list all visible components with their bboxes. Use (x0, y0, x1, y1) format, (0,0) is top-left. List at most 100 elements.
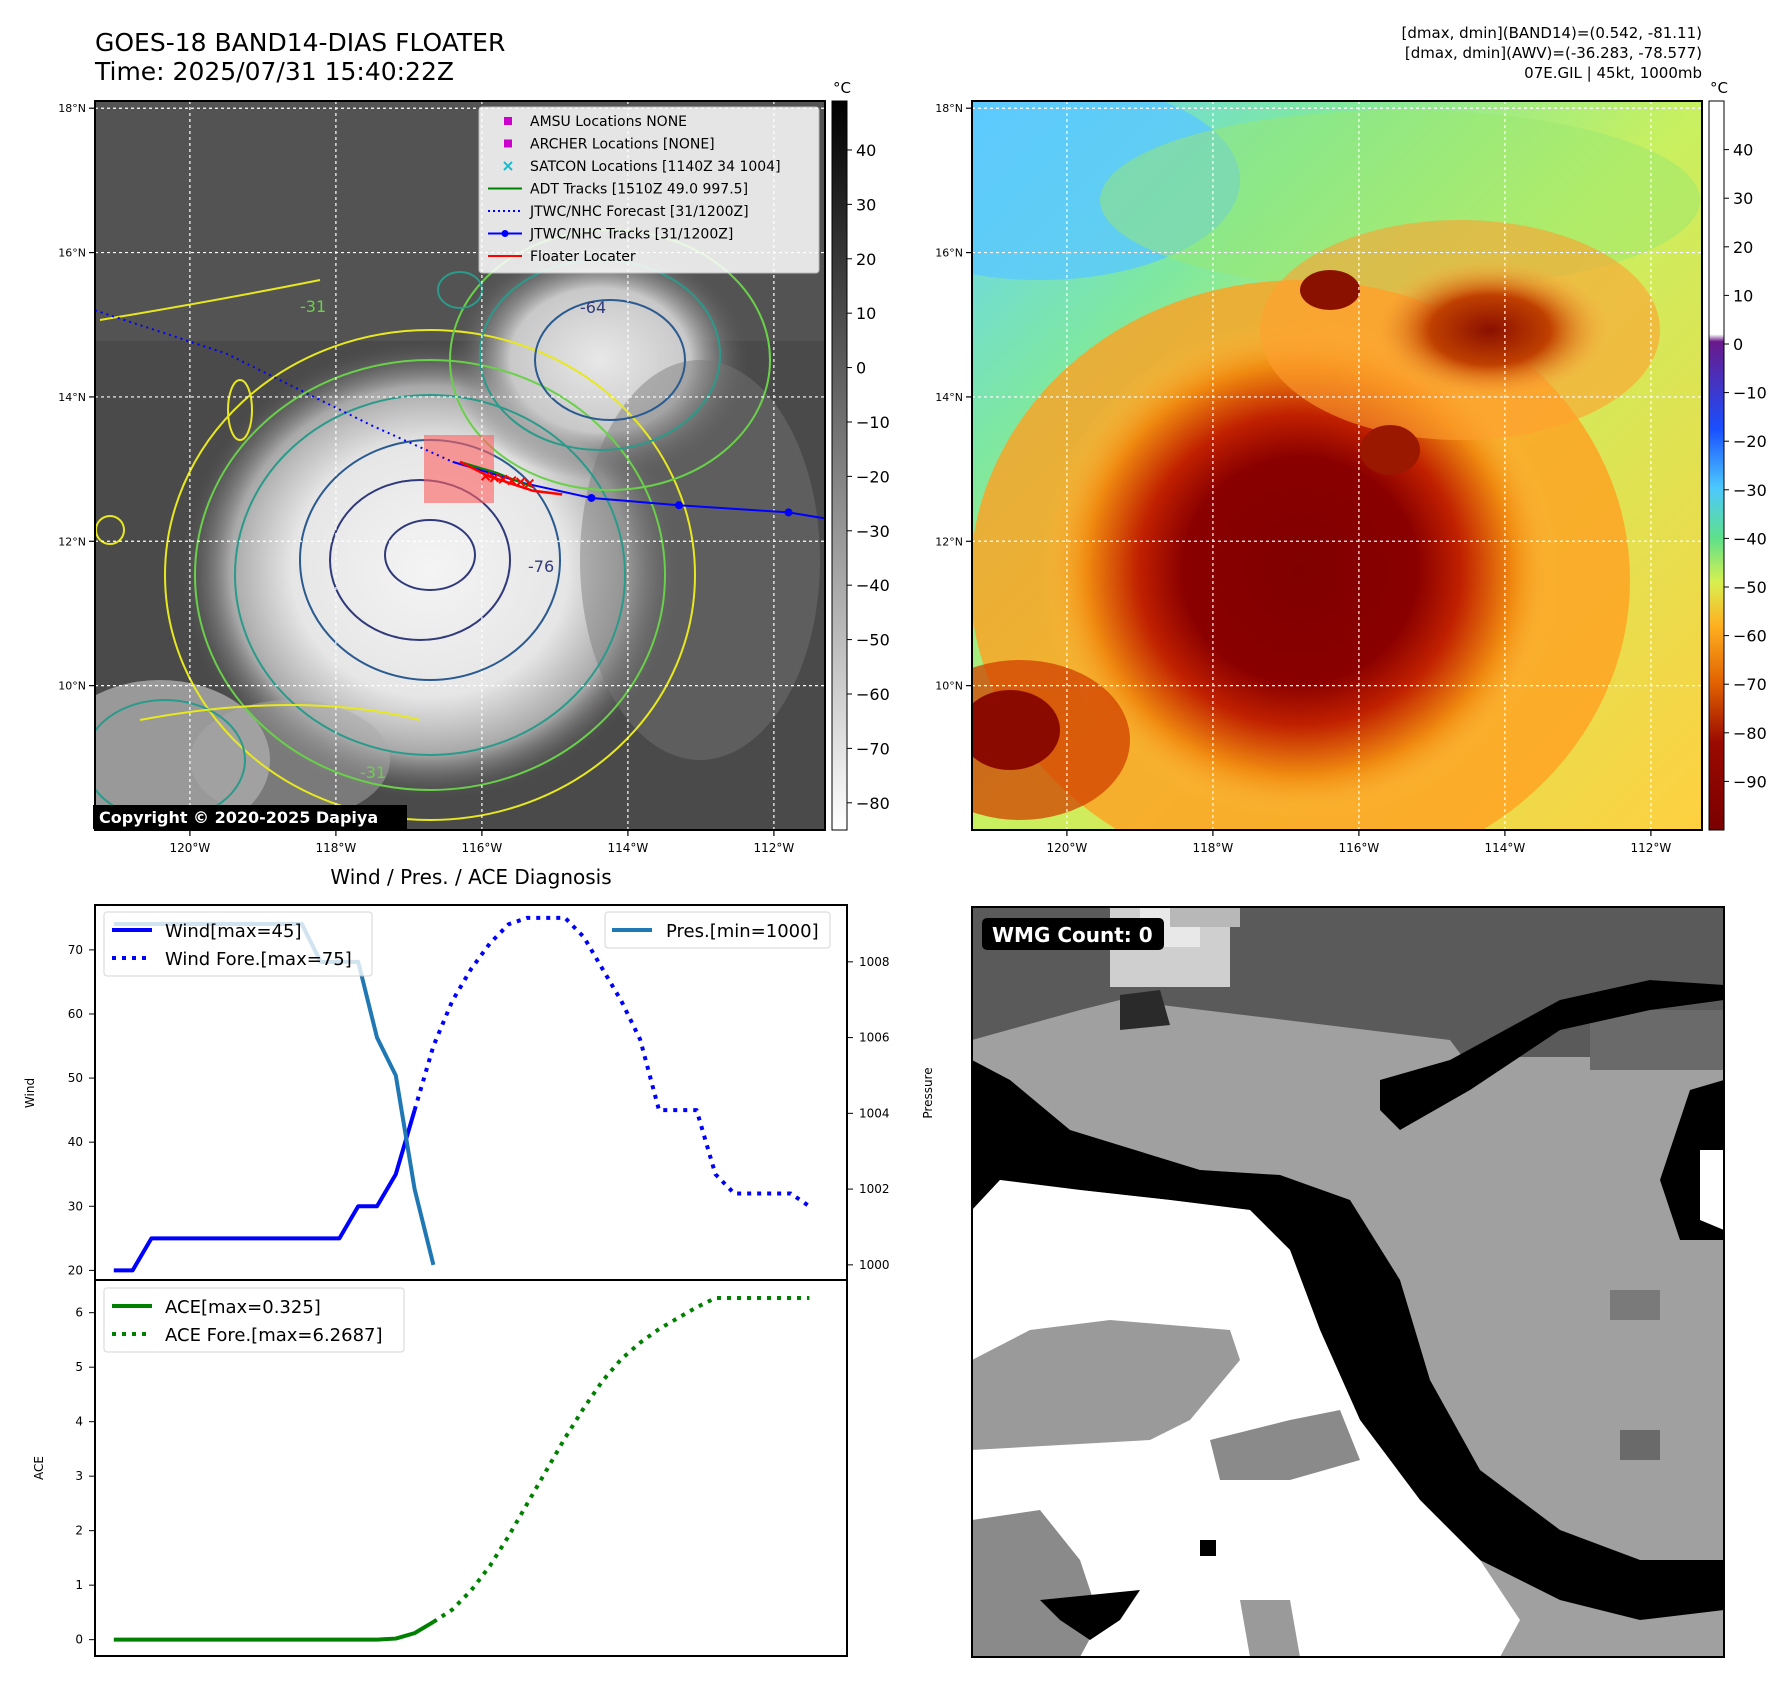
tick-label-lon: 120°W (1047, 841, 1088, 855)
colorbar-tick-label: 30 (1733, 189, 1753, 208)
series-line (412, 915, 811, 1208)
track-point (675, 501, 683, 510)
wmg-imagery (972, 907, 1724, 1657)
wv-gridlines (972, 101, 1702, 830)
legend-label: ARCHER Locations [NONE] (530, 137, 715, 153)
tick-label-lon: 116°W (1339, 841, 1380, 855)
legend-label: SATCON Locations [1140Z 34 1004] (530, 159, 781, 175)
info-line-1: [dmax, dmin](BAND14)=(0.542, -81.11) (1402, 24, 1702, 42)
legend-label: ADT Tracks [1510Z 49.0 997.5] (530, 182, 748, 198)
floater-track (459, 460, 563, 496)
tick-label-lon: 112°W (754, 841, 795, 855)
ir-tracks (95, 309, 825, 520)
colorbar-tick-label: 10 (1733, 286, 1753, 305)
tick-label-lon: 114°W (608, 841, 649, 855)
wmg-count-box (982, 918, 1164, 950)
colorbar-tick-label: 40 (1733, 141, 1753, 160)
floater-marker (524, 478, 535, 489)
colorbar-tick-label: −70 (856, 739, 890, 758)
colorbar-tick-label: 20 (856, 250, 876, 269)
ace-axis-label: ACE (32, 1456, 46, 1480)
colorbar-tick-label: 40 (856, 141, 876, 160)
colorbar-tick-label: −60 (1733, 627, 1767, 646)
info-line-2: [dmax, dmin](AWV)=(-36.283, -78.577) (1405, 44, 1702, 62)
tick-label-lon: 114°W (1485, 841, 1526, 855)
colorbar-tick-label: −10 (1733, 384, 1767, 403)
y-tick-label: 30 (68, 1199, 83, 1213)
legend-wind: Wind[max=45] (165, 921, 302, 942)
wmg-panel: WMG Count: 0 (971, 906, 1725, 1658)
map-legend: AMSU Locations NONE ARCHER Locations [NON… (478, 106, 820, 274)
ir-colorbar-ticks: 40 30 20 10 0 −10 −20 −30 −40 −50 −60 −70 −80 (847, 141, 890, 813)
wv-colorbar-ticks: 40 30 20 10 0 −10 −20 −30 −40 −50 −60 −70 −80 −90 (1724, 141, 1767, 791)
tick-label-lon: 120°W (170, 841, 211, 855)
contour-label: -31 (300, 297, 326, 316)
colorbar-tick-label: −50 (856, 631, 890, 650)
y-right-tick-label: 1004 (859, 1106, 890, 1120)
contour-label: -64 (580, 298, 606, 317)
tick-label-lat: 18°N (935, 102, 963, 115)
y-tick-label: 60 (68, 1007, 83, 1021)
pressure-axis-label: Pressure (921, 1067, 935, 1118)
tick-label-lat: 10°N (935, 680, 963, 693)
tick-label-lon: 116°W (462, 841, 503, 855)
y-tick-label: 2 (75, 1524, 83, 1538)
colorbar-tick-label: −40 (856, 576, 890, 595)
legend-label: JTWC/NHC Forecast [31/1200Z] (529, 204, 749, 220)
y-tick-label: 0 (75, 1633, 83, 1647)
tick-label-lat: 16°N (58, 247, 86, 260)
floater-marker (489, 473, 500, 483)
colorbar-tick-label: −10 (856, 413, 890, 432)
tick-label-lon: 118°W (316, 841, 357, 855)
legend-symbol (504, 139, 512, 148)
floater-marker (515, 477, 526, 487)
tick-label-lon: 112°W (1631, 841, 1672, 855)
tick-label-lat: 14°N (935, 391, 963, 404)
legend-symbol (504, 117, 512, 125)
legend-label: AMSU Locations NONE (530, 114, 687, 130)
ace-legend: ACE[max=0.325] ACE Fore.[max=6.2687] (103, 1287, 405, 1353)
y-tick-label: 1 (75, 1578, 83, 1592)
y-tick-label: 3 (75, 1469, 83, 1483)
legend-label: JTWC/NHC Tracks [31/1200Z] (529, 227, 733, 243)
wv-colorbar-unit: °C (1710, 79, 1728, 97)
colorbar-tick-label: −30 (1733, 481, 1767, 500)
floater-marker (498, 474, 508, 484)
colorbar-tick-label: 0 (856, 359, 866, 378)
series-line (113, 1109, 417, 1273)
colorbar-tick-label: −60 (856, 685, 890, 704)
track-point (784, 508, 793, 517)
colorbar-tick-label: −70 (1733, 675, 1767, 694)
ir-axis-ticks: 120°W 118°W 116°W 114°W 112°W 18°N 16°N 14°N 12°… (58, 102, 794, 855)
copyright: Copyright © 2020-2025 Dapiya (99, 808, 378, 827)
y-tick-label: 6 (75, 1306, 83, 1320)
y-tick-label: 70 (68, 943, 83, 957)
copyright-box (93, 805, 407, 829)
tick-label-lat: 12°N (58, 535, 86, 548)
colorbar-tick-label: −40 (1733, 529, 1767, 548)
series-line (113, 1620, 435, 1642)
y-tick-label: 50 (68, 1071, 83, 1085)
legend-wind-fore: Wind Fore.[max=75] (165, 949, 352, 970)
y-right-tick-label: 1000 (859, 1258, 890, 1272)
legend-symbol (501, 230, 509, 237)
wind-pressure-chart: Wind Pressure 20 30 40 50 60 70 1000 1002 1004 10… (23, 904, 935, 1281)
wv-axis-ticks: 120°W 118°W 116°W 114°W 112°W 18°N 16°N 14°N 12°… (935, 102, 1671, 855)
diagnosis-title: Wind / Pres. / ACE Diagnosis (330, 865, 611, 889)
y-right-tick-label: 1008 (859, 955, 890, 969)
ir-colorbar-unit: °C (833, 79, 851, 97)
info-line-3: 07E.GIL | 45kt, 1000mb (1524, 64, 1702, 82)
colorbar-tick-label: 10 (856, 304, 876, 323)
y-tick-label: 4 (75, 1415, 83, 1429)
floater-marker (507, 475, 517, 486)
legend-ace: ACE[max=0.325] (165, 1297, 321, 1318)
colorbar-tick-label: −90 (1733, 772, 1767, 791)
tick-label-lat: 10°N (58, 680, 86, 693)
contour-label: -76 (528, 557, 554, 576)
tick-label-lat: 14°N (58, 391, 86, 404)
ir-colorbar (831, 100, 848, 831)
y-right-tick-label: 1002 (859, 1182, 890, 1196)
colorbar-tick-label: −20 (856, 467, 890, 486)
legend-ace-fore: ACE Fore.[max=6.2687] (165, 1325, 383, 1346)
